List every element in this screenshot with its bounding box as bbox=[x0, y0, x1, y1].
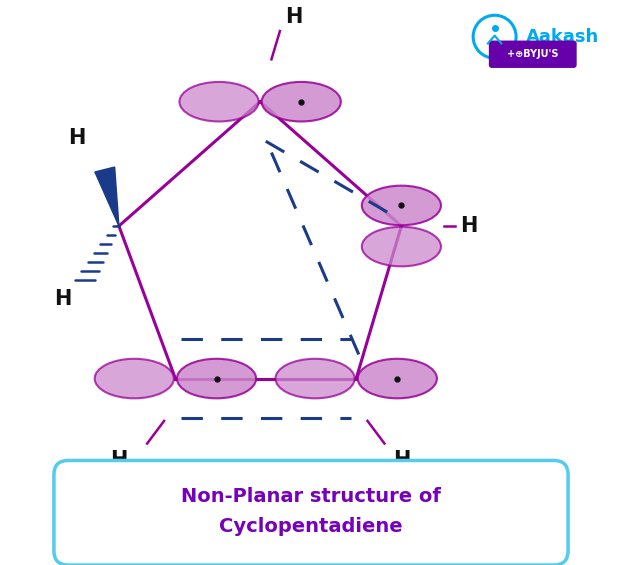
Ellipse shape bbox=[358, 359, 437, 398]
Text: H: H bbox=[68, 128, 85, 149]
Ellipse shape bbox=[276, 359, 355, 398]
Ellipse shape bbox=[95, 359, 174, 398]
FancyBboxPatch shape bbox=[17, 0, 605, 565]
Ellipse shape bbox=[362, 186, 441, 225]
Text: +⊕BYJU'S: +⊕BYJU'S bbox=[507, 49, 558, 59]
Polygon shape bbox=[95, 167, 119, 226]
Text: H: H bbox=[392, 450, 410, 471]
Text: H: H bbox=[285, 7, 303, 27]
Ellipse shape bbox=[180, 82, 259, 121]
Text: Aakash: Aakash bbox=[526, 28, 599, 46]
Text: H: H bbox=[53, 289, 71, 310]
Text: Cyclopentadiene: Cyclopentadiene bbox=[219, 517, 403, 536]
Text: H: H bbox=[110, 450, 128, 471]
Ellipse shape bbox=[362, 227, 441, 266]
Text: H: H bbox=[460, 216, 478, 236]
Ellipse shape bbox=[177, 359, 256, 398]
Text: Non-Planar structure of: Non-Planar structure of bbox=[181, 486, 441, 506]
FancyBboxPatch shape bbox=[54, 460, 568, 565]
Ellipse shape bbox=[262, 82, 341, 121]
FancyBboxPatch shape bbox=[490, 41, 576, 67]
